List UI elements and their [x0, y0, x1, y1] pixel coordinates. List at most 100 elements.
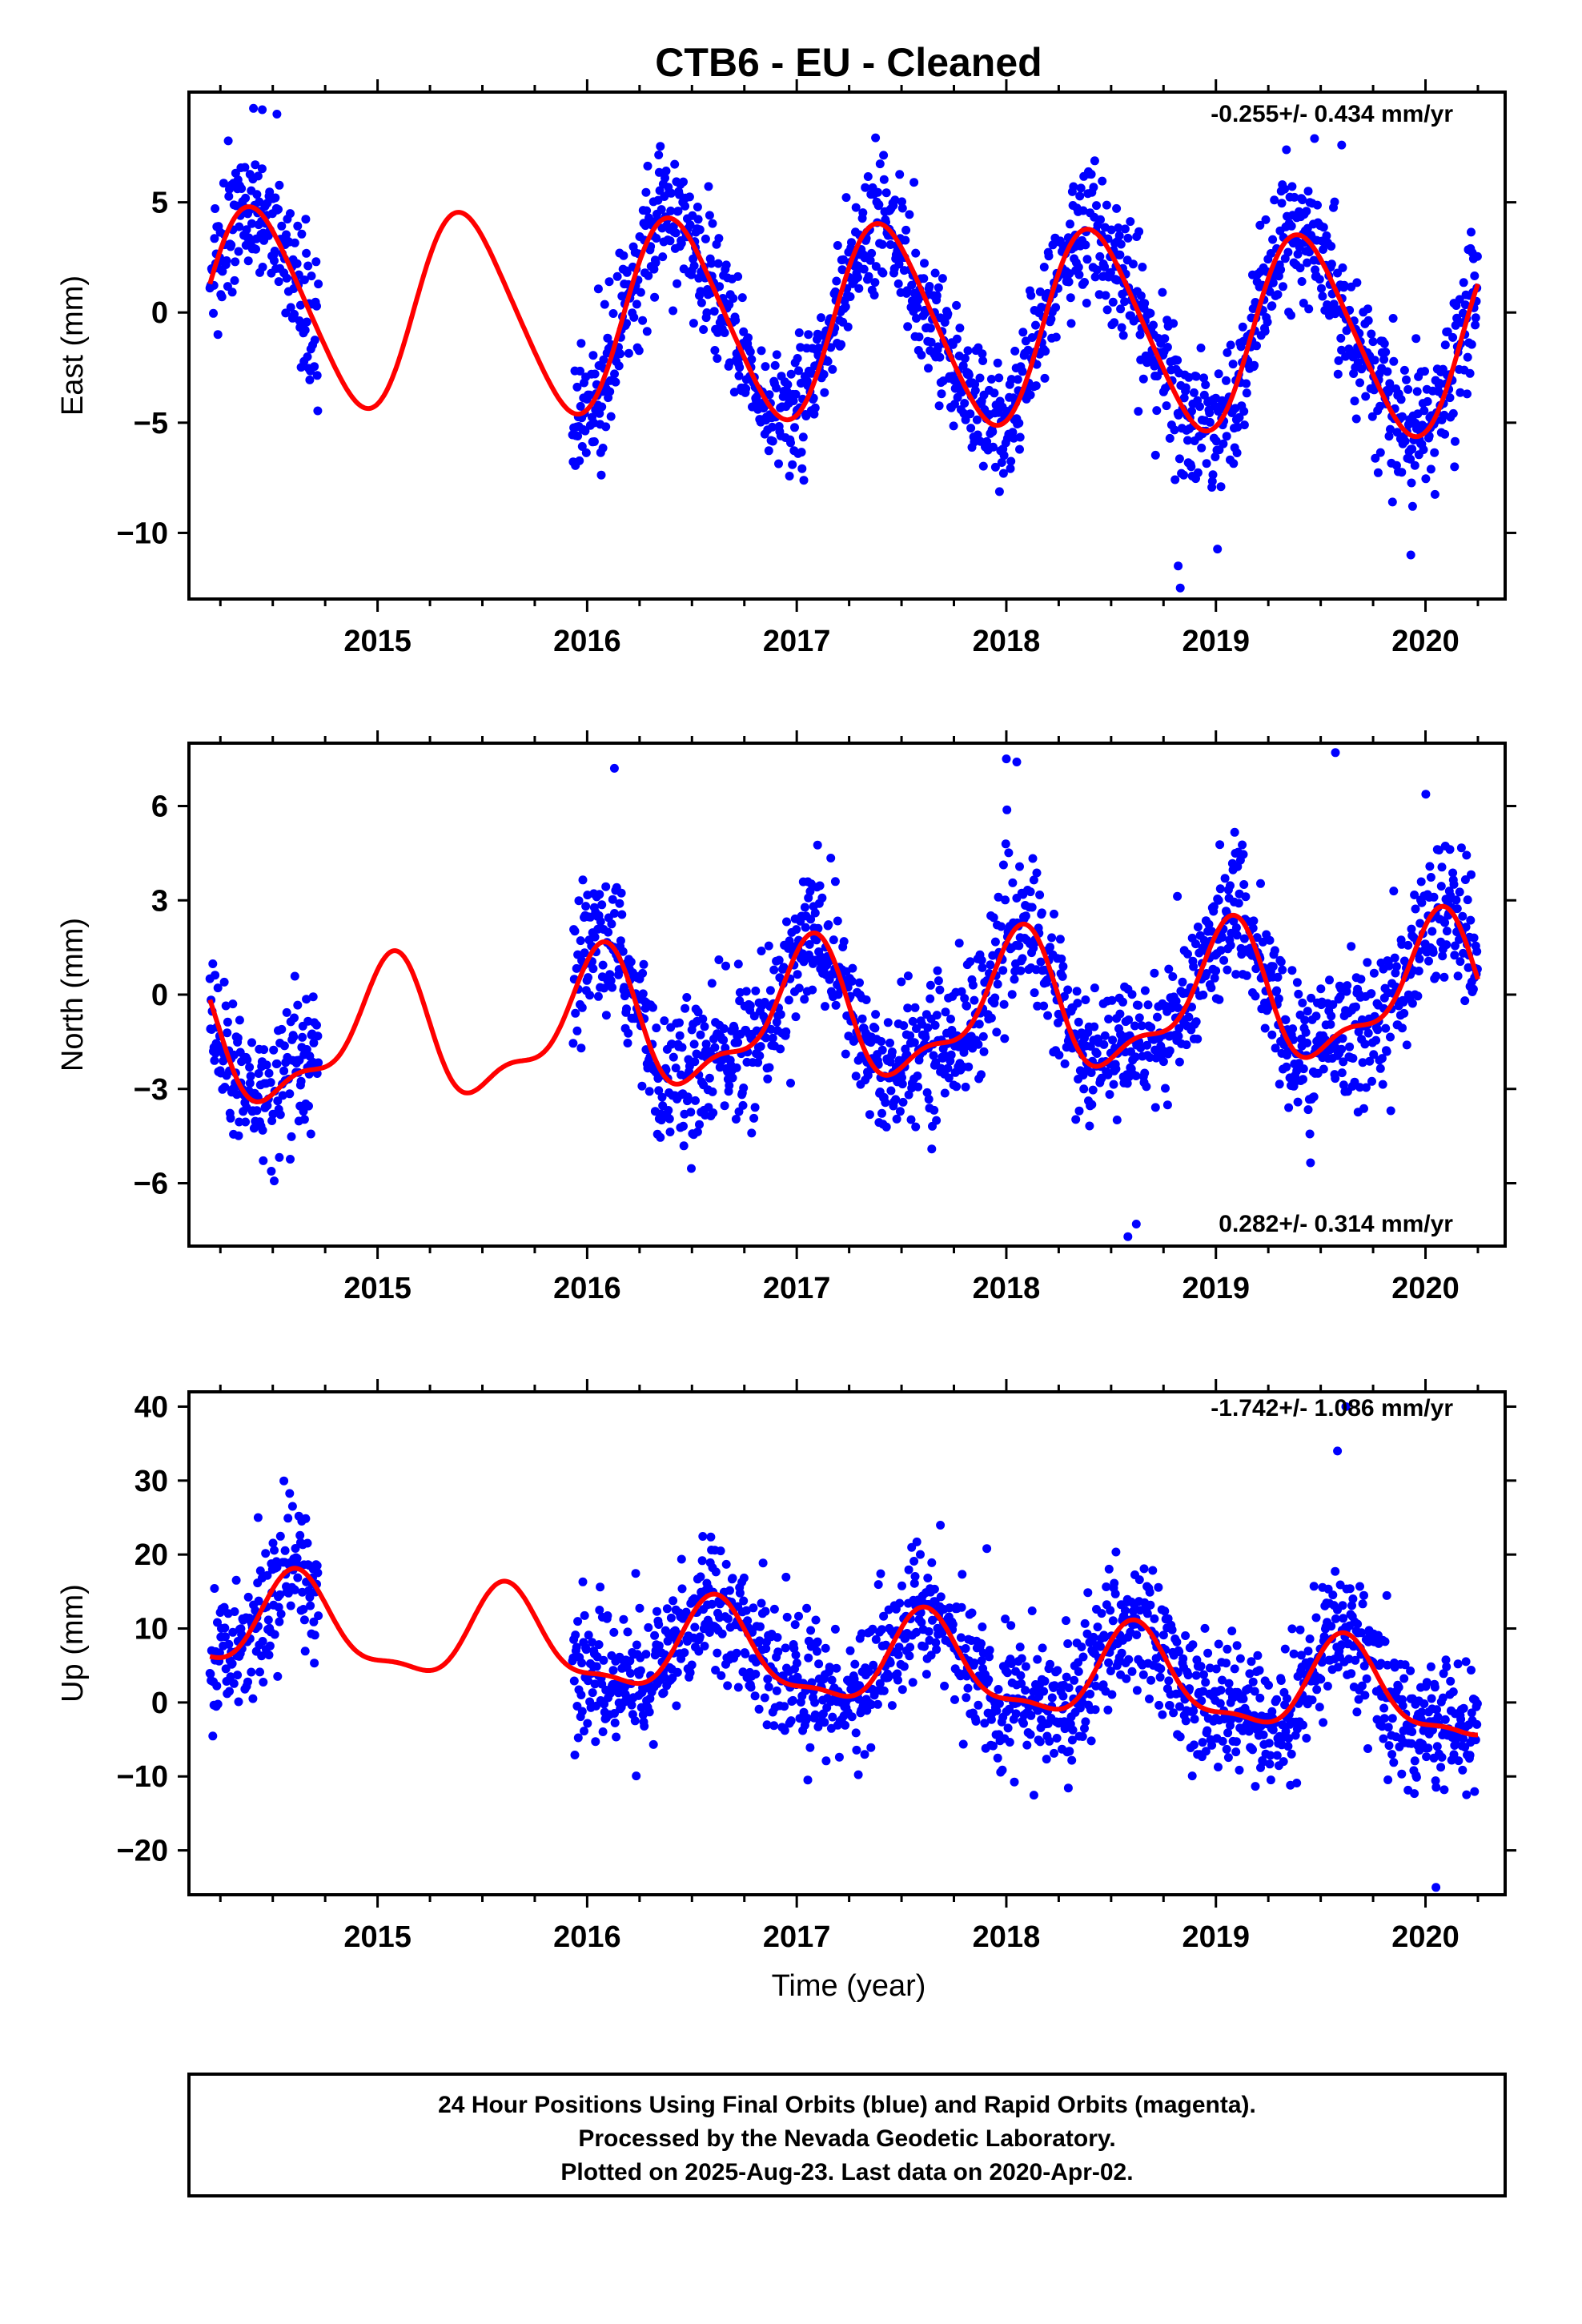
data-point [1199, 1670, 1208, 1679]
data-point [1383, 367, 1392, 376]
data-point [1234, 899, 1243, 908]
data-point [1410, 460, 1419, 470]
data-point [782, 917, 791, 927]
data-point [279, 1041, 289, 1051]
data-point [997, 922, 1006, 931]
data-point [1438, 1693, 1447, 1703]
data-point [749, 1603, 758, 1613]
data-point [1290, 192, 1299, 202]
data-point [1305, 1129, 1315, 1139]
data-point [609, 763, 619, 773]
data-point [661, 167, 671, 175]
data-point [927, 1558, 937, 1567]
data-point [1287, 221, 1296, 231]
data-point [698, 1532, 708, 1541]
data-point [1066, 219, 1074, 229]
data-point [1268, 962, 1278, 971]
data-point [755, 1051, 765, 1060]
data-point [1013, 375, 1022, 384]
data-point [1467, 340, 1476, 349]
data-point [1460, 875, 1470, 884]
data-point [1160, 334, 1170, 344]
data-point [289, 1032, 299, 1042]
data-point [760, 1693, 769, 1703]
data-points [205, 103, 1482, 593]
data-point [1373, 468, 1383, 477]
data-point [1183, 1671, 1193, 1680]
data-point [895, 1107, 905, 1116]
data-point [208, 1731, 218, 1741]
data-point [1456, 1715, 1466, 1724]
y-tick-label: −3 [134, 1073, 168, 1107]
y-tick-label: −6 [134, 1168, 168, 1201]
data-point [705, 1073, 714, 1083]
data-point [1173, 356, 1182, 365]
data-point [1410, 1756, 1419, 1766]
data-point [1432, 1742, 1442, 1751]
data-point [1348, 1054, 1358, 1063]
data-point [626, 957, 636, 967]
data-point [873, 1699, 882, 1709]
data-point [765, 390, 774, 400]
data-point [841, 193, 851, 203]
data-point [961, 415, 970, 424]
data-point [1174, 1647, 1184, 1656]
data-point [1439, 972, 1449, 982]
data-point [237, 184, 247, 193]
x-tick-label: 2019 [1182, 1920, 1250, 1954]
data-point [1181, 1716, 1191, 1726]
data-point [751, 1670, 761, 1679]
data-point [1196, 344, 1206, 352]
data-point [1074, 270, 1084, 279]
data-point [1116, 304, 1126, 314]
data-point [677, 1043, 687, 1052]
data-point [1028, 854, 1038, 863]
data-point [652, 1606, 661, 1616]
data-point [1411, 904, 1420, 914]
data-point [1111, 1064, 1121, 1074]
data-point [648, 1003, 657, 1012]
data-point [616, 888, 626, 898]
data-point [1134, 1575, 1144, 1585]
data-point [227, 1659, 237, 1668]
data-point [878, 268, 888, 278]
data-point [685, 220, 695, 230]
data-point [1265, 935, 1275, 945]
data-point [721, 961, 730, 971]
data-point [1003, 1723, 1013, 1733]
data-point [1170, 475, 1180, 485]
data-point [622, 267, 632, 277]
data-point [1325, 975, 1334, 985]
data-point [1036, 957, 1046, 967]
data-point [903, 1003, 913, 1013]
data-point [745, 1001, 755, 1011]
data-point [977, 1638, 986, 1648]
data-point [285, 1489, 295, 1498]
data-point [1006, 375, 1016, 384]
data-point [821, 1002, 829, 1011]
data-point [814, 344, 824, 352]
data-point [1367, 412, 1377, 421]
data-point [291, 1544, 300, 1553]
data-point [1211, 436, 1221, 446]
data-point [739, 327, 749, 336]
data-point [1345, 1584, 1355, 1594]
data-point [912, 1627, 921, 1637]
data-point [791, 1012, 801, 1022]
data-point [696, 287, 705, 296]
data-point [1058, 962, 1068, 971]
data-point [1107, 995, 1117, 1005]
data-point [278, 1091, 287, 1100]
data-point [890, 195, 900, 205]
data-point [935, 352, 945, 362]
data-point [231, 257, 240, 267]
data-point [274, 1602, 283, 1612]
x-tick-label: 2016 [553, 1920, 621, 1954]
data-point [1032, 868, 1042, 878]
data-point [1030, 988, 1039, 998]
data-point [744, 333, 753, 343]
data-point [806, 915, 816, 924]
data-point [1089, 1632, 1098, 1642]
data-point [717, 1671, 726, 1680]
data-point [1095, 251, 1105, 261]
